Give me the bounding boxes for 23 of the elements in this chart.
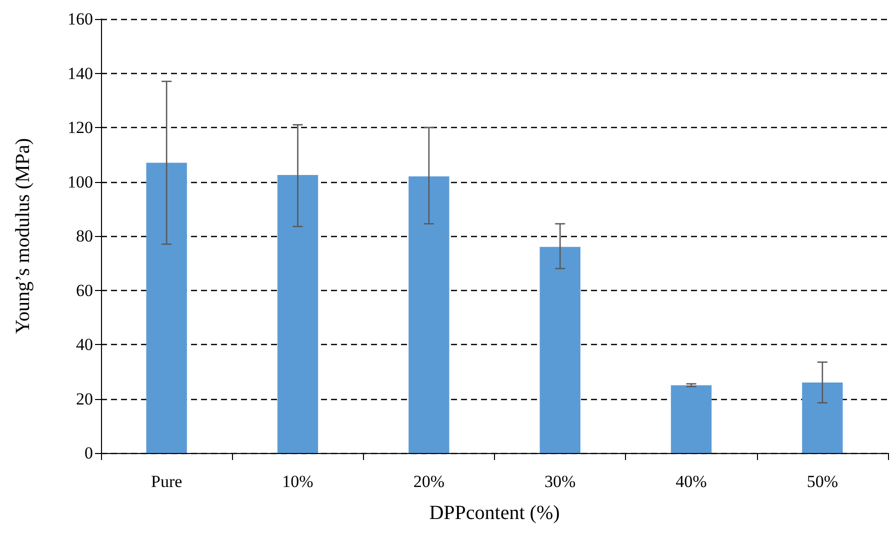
x-tick-label: 50% — [806, 472, 838, 491]
bar — [670, 385, 712, 453]
y-axis-title: Young’s modulus (MPa) — [12, 138, 34, 334]
x-tick-label: Pure — [150, 472, 182, 491]
x-tick-label: 40% — [676, 472, 707, 491]
y-tick-label: 80 — [76, 226, 93, 246]
x-tick-label: 20% — [413, 472, 445, 491]
bar — [540, 246, 580, 453]
bar — [802, 382, 843, 453]
x-axis-title: DPPcontent (%) — [429, 502, 560, 524]
x-tick-label: 30% — [544, 472, 576, 491]
y-tick-label: 160 — [68, 10, 93, 28]
bar — [277, 174, 318, 453]
bar — [408, 176, 450, 453]
y-tick-label: 140 — [68, 64, 93, 83]
y-tick-label: 60 — [76, 280, 93, 300]
y-tick-label: 40 — [76, 335, 93, 354]
y-tick-label: 100 — [68, 172, 93, 192]
y-tick-label: 20 — [76, 389, 93, 408]
x-tick-label: 10% — [282, 472, 314, 491]
bar — [146, 162, 187, 453]
y-tick-label: 0 — [84, 444, 93, 462]
y-tick-label: 120 — [68, 118, 93, 137]
